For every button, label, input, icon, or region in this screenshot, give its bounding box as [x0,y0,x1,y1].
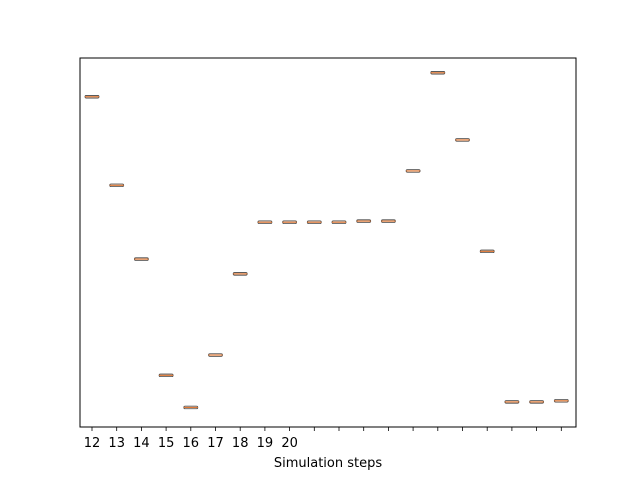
chart-marks [84,71,569,410]
x-tick-label-6: 18 [232,436,249,451]
x-tick-label-2: 14 [133,436,150,451]
x-tick-label-8: 20 [281,436,298,451]
x-axis-ticks: 12 13 14 15 16 17 18 19 20 [84,427,562,451]
x-axis-label: Simulation steps [274,456,382,471]
x-tick-label-4: 16 [183,436,200,451]
x-tick-label-7: 19 [257,436,274,451]
plot-area [79,57,577,428]
x-tick-label-1: 13 [108,436,125,451]
x-tick-label-0: 12 [84,436,101,451]
x-tick-label-3: 15 [158,436,175,451]
x-tick-label-5: 17 [207,436,224,451]
